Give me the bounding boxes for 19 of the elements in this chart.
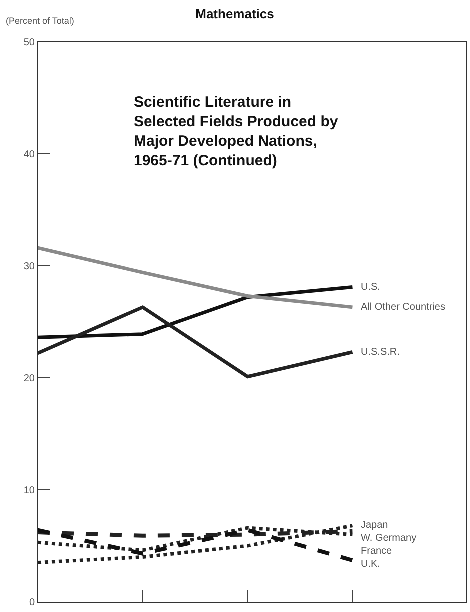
series-label: U.S.S.R. (361, 347, 400, 358)
line-series (38, 306, 354, 379)
y-tick-label: 20 (24, 374, 36, 384)
series-label: All Other Countries (361, 302, 446, 313)
line-series (38, 286, 354, 340)
y-tick-label: 30 (24, 262, 36, 272)
y-axis-title: (Percent of Total) (6, 16, 74, 26)
y-tick-label: 0 (29, 598, 36, 608)
series-label: Japan (361, 520, 388, 531)
series-label: U.K. (361, 559, 380, 570)
text: Scientific Literature in Selected Fields Produced by Major Developed Nations, 1965-71 (Continued) (134, 94, 339, 170)
line-series (38, 246, 354, 310)
series-label: U.S. (361, 282, 380, 293)
series-label: France (361, 546, 393, 557)
y-tick-label: 50 (24, 38, 36, 48)
chart-title: Mathematics (196, 6, 274, 22)
y-tick-label: 40 (24, 150, 36, 160)
series-label: W. Germany (361, 533, 417, 544)
y-tick-label: 10 (24, 486, 36, 496)
